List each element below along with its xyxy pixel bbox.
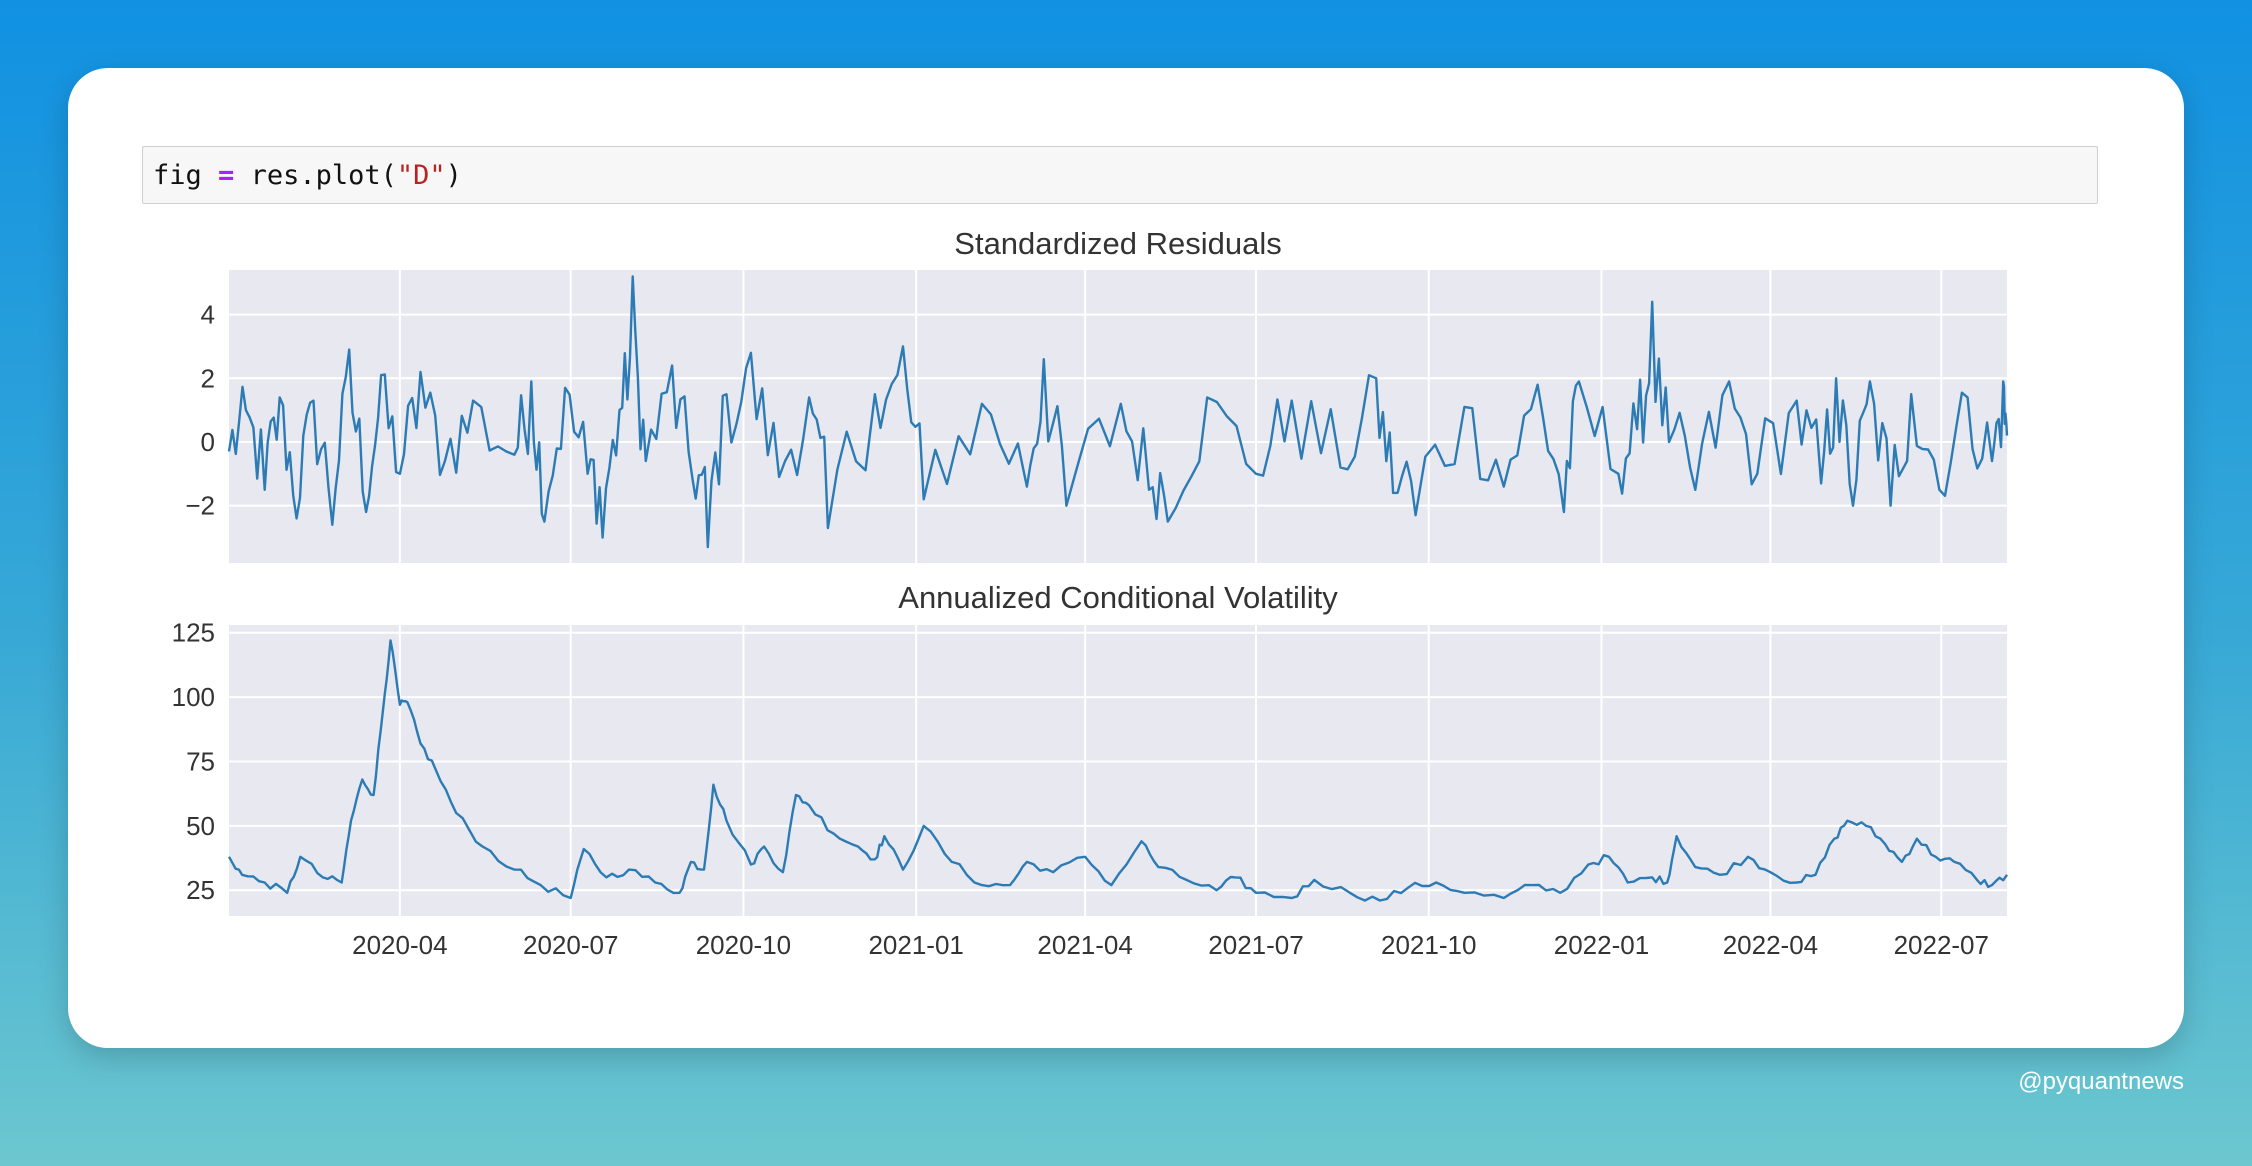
x-tick-label: 2020-04: [352, 930, 447, 960]
x-tick-label: 2022-01: [1554, 930, 1649, 960]
y-tick-label: 125: [172, 618, 215, 648]
chart-title-2: Annualized Conditional Volatility: [898, 580, 1338, 615]
x-tick-label: 2021-07: [1208, 930, 1303, 960]
code-call-prefix: res.plot(: [234, 160, 397, 191]
y-tick-label: 0: [201, 427, 215, 457]
code-operator: =: [218, 160, 235, 191]
axes-background-2: [229, 625, 2007, 916]
code-var: fig: [153, 160, 202, 191]
y-tick-label: 100: [172, 682, 215, 712]
y-tick-label: 25: [186, 875, 215, 905]
y-tick-label: −2: [185, 491, 215, 521]
x-tick-label: 2021-01: [868, 930, 963, 960]
y-tick-label: 4: [201, 300, 215, 330]
code-call-suffix: ): [445, 160, 462, 191]
y-tick-label: 75: [186, 746, 215, 776]
x-tick-label: 2021-04: [1037, 930, 1132, 960]
y-tick-label: 2: [201, 363, 215, 393]
series-line-2: [227, 639, 2008, 902]
x-tick-label: 2021-10: [1381, 930, 1476, 960]
x-tick-label: 2020-10: [696, 930, 791, 960]
x-tick-label: 2022-07: [1894, 930, 1989, 960]
x-tick-label: 2020-07: [523, 930, 618, 960]
code-cell[interactable]: fig = res.plot("D"): [142, 146, 2098, 204]
credit-text: @pyquantnews: [2018, 1068, 2184, 1095]
series-line-1: [227, 275, 2009, 549]
code-string-arg: "D": [396, 160, 446, 191]
chart-title-1: Standardized Residuals: [954, 226, 1281, 261]
x-tick-label: 2022-04: [1723, 930, 1818, 960]
y-tick-label: 50: [186, 811, 215, 841]
